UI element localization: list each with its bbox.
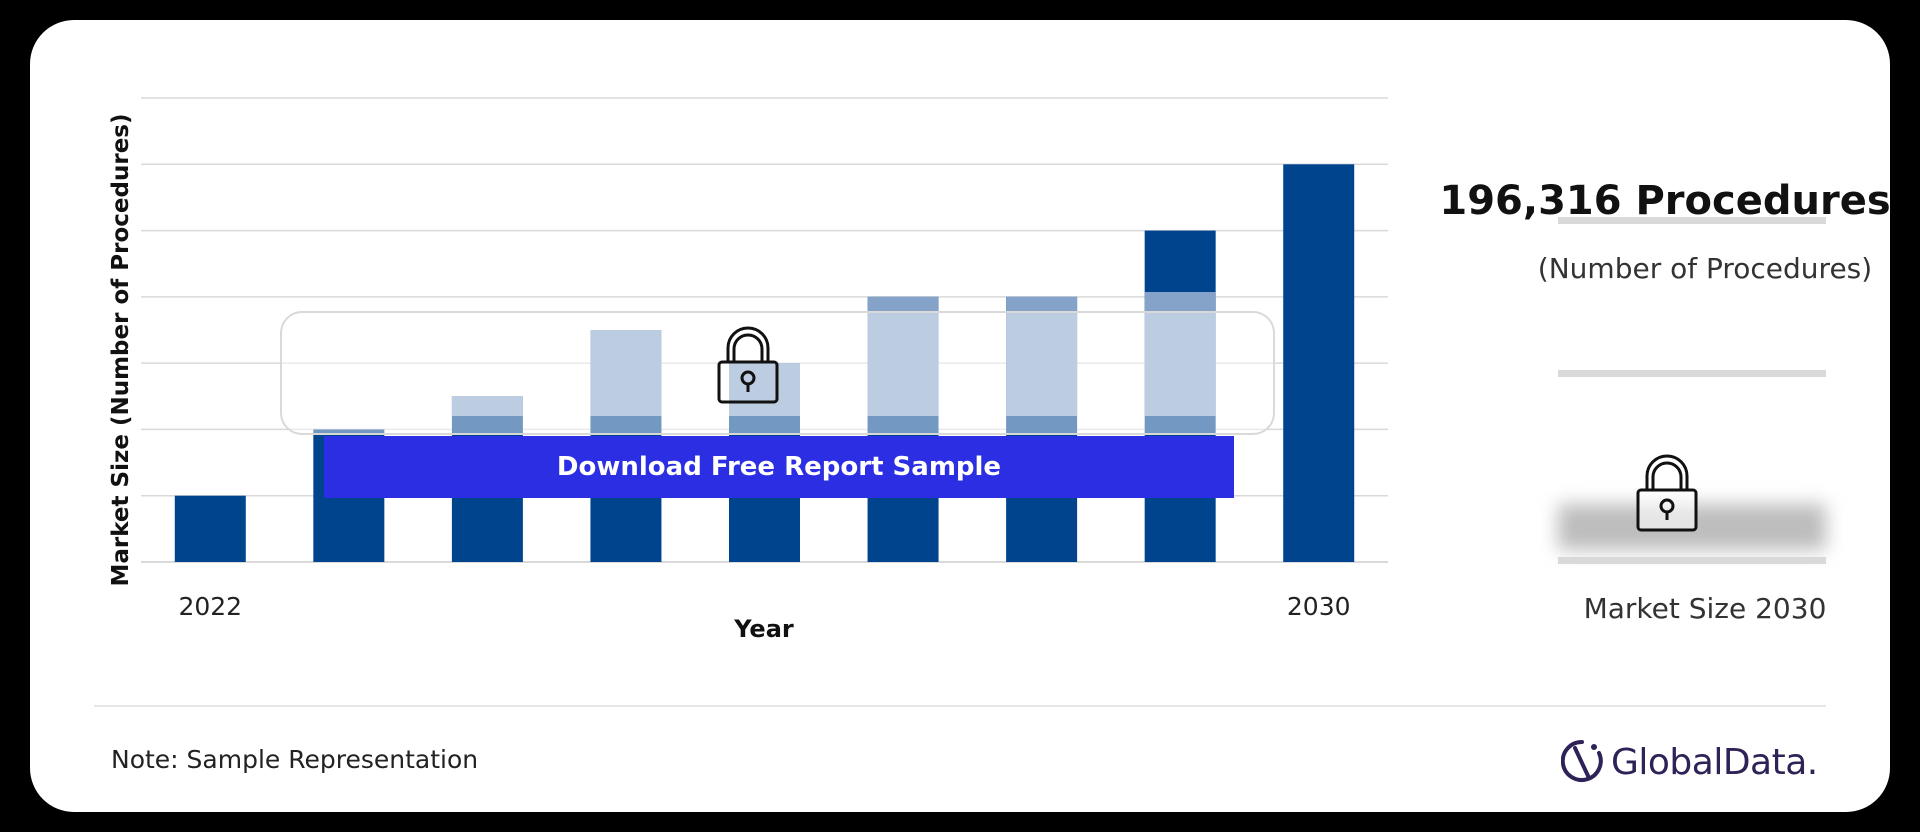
lock-icon (1636, 454, 1698, 532)
download-sample-button[interactable]: Download Free Report Sample (324, 436, 1234, 498)
chart-card: 2022 2030 Year Market Size (Number of Proce… (30, 20, 1890, 812)
y-axis-title: Market Size (Number of Procedures) (108, 113, 134, 586)
masked-bar-2025 (590, 330, 662, 416)
market-size-value: 196,316 Procedures (1439, 178, 1890, 224)
divider (1558, 370, 1826, 377)
footnote: Note: Sample Representation (111, 745, 479, 774)
bar-2030 (1283, 164, 1355, 563)
bar-2022 (174, 495, 246, 562)
footer-divider (94, 705, 1826, 707)
x-tick-label: 2022 (178, 592, 242, 621)
market-size-unit: (Number of Procedures) (1537, 252, 1873, 285)
masked-bar-2024 (451, 396, 523, 416)
bar-chart: 2022 2030 Year Market Size (Number of Proce… (108, 97, 1388, 643)
x-tick-label: 2030 (1287, 592, 1351, 621)
x-axis-title: Year (733, 615, 794, 643)
masked-bar-2027 (867, 296, 939, 416)
globaldata-logo: GlobalData. (1561, 738, 1818, 786)
masked-bar-2026 (729, 363, 800, 416)
globaldata-logo-icon (1561, 739, 1603, 782)
brand-name: GlobalData. (1611, 741, 1818, 783)
lock-icon (717, 326, 779, 404)
masked-bar-2028 (1006, 296, 1078, 416)
divider (1558, 217, 1826, 224)
market-size-label: Market Size 2030 (1583, 592, 1827, 625)
divider (1558, 557, 1826, 564)
